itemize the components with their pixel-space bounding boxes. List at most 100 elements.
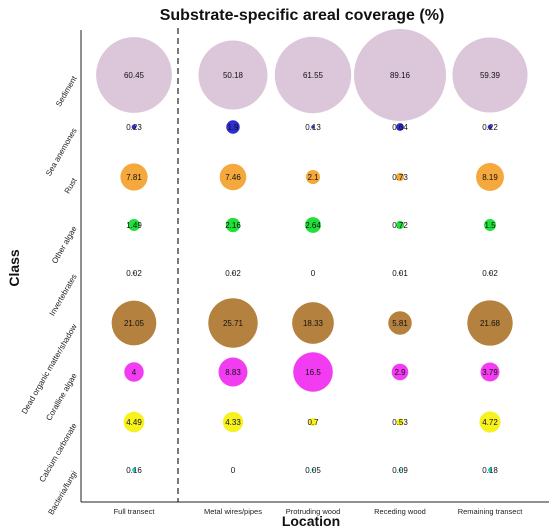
value-label-sea-anemones-full-transect: 0.23 [126, 123, 142, 132]
bubble-sea-anemones-protruding-wood [311, 125, 315, 129]
bubble-sediment-metal-wires-pipes [198, 40, 268, 110]
bubble-other-algae-protruding-wood [305, 217, 321, 233]
bubble-bacteria-fungi-remaining-transect [487, 467, 493, 473]
bubble-calcium-carbonate-remaining-transect [479, 411, 501, 433]
value-label-coralline-algae-remaining-transect: 3.79 [482, 368, 498, 377]
bubble-other-algae-full-transect [128, 219, 140, 231]
value-label-bacteria-fungi-receding-wood: 0.09 [392, 466, 408, 475]
value-label-sediment-protruding-wood: 61.55 [303, 71, 324, 80]
y-tick-dead-organic-matter-shadow: Dead organic matter/shadow [20, 322, 79, 415]
bubble-dead-organic-matter-shadow-metal-wires-pipes [208, 298, 258, 348]
value-label-bacteria-fungi-remaining-transect: 0.18 [482, 466, 498, 475]
value-label-dead-organic-matter-shadow-metal-wires-pipes: 25.71 [223, 319, 244, 328]
bubble-rust-metal-wires-pipes [219, 163, 247, 191]
bubble-rust-full-transect [120, 163, 148, 191]
bubble-coralline-algae-receding-wood [391, 363, 409, 381]
y-axis-title: Class [6, 249, 22, 287]
value-label-calcium-carbonate-full-transect: 4.49 [126, 418, 142, 427]
y-tick-rust: Rust [63, 176, 79, 195]
bubble-coralline-algae-metal-wires-pipes [218, 357, 248, 387]
value-label-invertebrates-receding-wood: 0.01 [392, 269, 408, 278]
x-axis-title: Location [282, 513, 340, 529]
bubble-calcium-carbonate-protruding-wood [308, 417, 318, 427]
value-label-other-algae-metal-wires-pipes: 2.16 [225, 221, 241, 230]
x-tick-remaining-transect: Remaining transect [458, 507, 524, 516]
x-tick-receding-wood: Receding wood [374, 507, 426, 516]
y-tick-sea-anemones: Sea anemones [44, 127, 79, 178]
value-label-calcium-carbonate-protruding-wood: 0.7 [307, 418, 319, 427]
value-label-coralline-algae-protruding-wood: 16.5 [305, 368, 321, 377]
value-label-rust-full-transect: 7.81 [126, 173, 142, 182]
bubble-rust-remaining-transect [476, 163, 504, 191]
y-tick-bacteria-fungi: Bacteria/fungi [46, 469, 78, 516]
value-label-rust-protruding-wood: 2.1 [307, 173, 319, 182]
value-label-sea-anemones-metal-wires-pipes: 1.9 [227, 123, 239, 132]
chart-title: Substrate-specific areal coverage (%) [160, 7, 445, 24]
y-tick-sediment: Sediment [54, 74, 79, 108]
value-label-other-algae-remaining-transect: 1.5 [484, 221, 496, 230]
bubble-dead-organic-matter-shadow-protruding-wood [292, 302, 334, 344]
value-label-rust-remaining-transect: 8.19 [482, 173, 498, 182]
bubble-other-algae-remaining-transect [484, 219, 496, 231]
x-tick-metal-wires-pipes: Metal wires/pipes [204, 507, 262, 516]
plot-area: 60.45 50.18 61.55 89.16 59.39 0.23 1.9 0.13 0.64… [20, 28, 549, 516]
x-tick-protruding-wood: Protruding wood [286, 507, 341, 516]
bubble-bacteria-fungi-receding-wood [398, 468, 402, 472]
bubble-dead-organic-matter-shadow-full-transect [111, 300, 157, 346]
bubble-coralline-algae-full-transect [124, 362, 144, 382]
bubble-bacteria-fungi-protruding-wood [311, 468, 315, 472]
value-label-invertebrates-full-transect: 0.02 [126, 269, 142, 278]
bubble-rust-protruding-wood [305, 169, 321, 185]
bubble-calcium-carbonate-metal-wires-pipes [222, 411, 244, 433]
value-label-rust-metal-wires-pipes: 7.46 [225, 173, 241, 182]
value-label-calcium-carbonate-metal-wires-pipes: 4.33 [225, 418, 241, 427]
bubble-sea-anemones-full-transect [131, 124, 137, 130]
value-label-rust-receding-wood: 0.73 [392, 173, 408, 182]
value-label-coralline-algae-receding-wood: 2.9 [394, 368, 406, 377]
bubble-coralline-algae-remaining-transect [480, 362, 500, 382]
bubble-dead-organic-matter-shadow-receding-wood [388, 311, 412, 335]
bubble-sea-anemones-receding-wood [396, 123, 404, 131]
bubble-sediment-remaining-transect [452, 37, 528, 113]
bubble-sediment-receding-wood [354, 29, 446, 121]
bubble-calcium-carbonate-receding-wood [396, 418, 404, 426]
value-label-dead-organic-matter-shadow-protruding-wood: 18.33 [303, 319, 324, 328]
bubble-dead-organic-matter-shadow-remaining-transect [467, 300, 513, 346]
y-tick-coralline-algae: Coralline algae [44, 371, 79, 422]
value-label-coralline-algae-full-transect: 4 [132, 368, 137, 377]
value-label-dead-organic-matter-shadow-receding-wood: 5.81 [392, 319, 408, 328]
value-label-coralline-algae-metal-wires-pipes: 8.83 [225, 368, 241, 377]
y-tick-other-algae: Other algae [50, 224, 79, 265]
value-label-bacteria-fungi-protruding-wood: 0.05 [305, 466, 321, 475]
bubble-other-algae-metal-wires-pipes [225, 217, 241, 233]
value-label-sediment-metal-wires-pipes: 50.18 [223, 71, 244, 80]
bubble-calcium-carbonate-full-transect [123, 411, 145, 433]
value-label-dead-organic-matter-shadow-remaining-transect: 21.68 [480, 319, 501, 328]
value-label-calcium-carbonate-remaining-transect: 4.72 [482, 418, 498, 427]
value-label-sediment-full-transect: 60.45 [124, 71, 145, 80]
value-label-calcium-carbonate-receding-wood: 0.53 [392, 418, 408, 427]
x-tick-labels: Full transect Metal wires/pipes Protruding… [114, 507, 524, 516]
bubble-invertebrates-metal-wires-pipes [231, 271, 235, 275]
bubble-sea-anemones-remaining-transect [487, 124, 493, 130]
value-label-sea-anemones-receding-wood: 0.64 [392, 123, 408, 132]
value-label-sea-anemones-protruding-wood: 0.13 [305, 123, 321, 132]
bubble-sediment-full-transect [96, 37, 172, 113]
bubble-rust-receding-wood [395, 172, 405, 182]
bubble-bacteria-fungi-full-transect [132, 468, 136, 472]
bubble-invertebrates-full-transect [132, 271, 136, 275]
bubbles: 60.45 50.18 61.55 89.16 59.39 0.23 1.9 0.13 0.64… [96, 29, 528, 475]
bubble-invertebrates-remaining-transect [488, 271, 492, 275]
value-label-other-algae-protruding-wood: 2.64 [305, 221, 321, 230]
value-label-other-algae-receding-wood: 0.72 [392, 221, 408, 230]
bubble-sea-anemones-metal-wires-pipes [226, 120, 240, 134]
value-label-sediment-receding-wood: 89.16 [390, 71, 411, 80]
value-label-bacteria-fungi-metal-wires-pipes: 0 [231, 466, 236, 475]
value-label-invertebrates-remaining-transect: 0.02 [482, 269, 498, 278]
value-label-invertebrates-metal-wires-pipes: 0.02 [225, 269, 241, 278]
value-label-sea-anemones-remaining-transect: 0.22 [482, 123, 498, 132]
x-tick-full-transect: Full transect [114, 507, 156, 516]
value-label-sediment-remaining-transect: 59.39 [480, 71, 501, 80]
